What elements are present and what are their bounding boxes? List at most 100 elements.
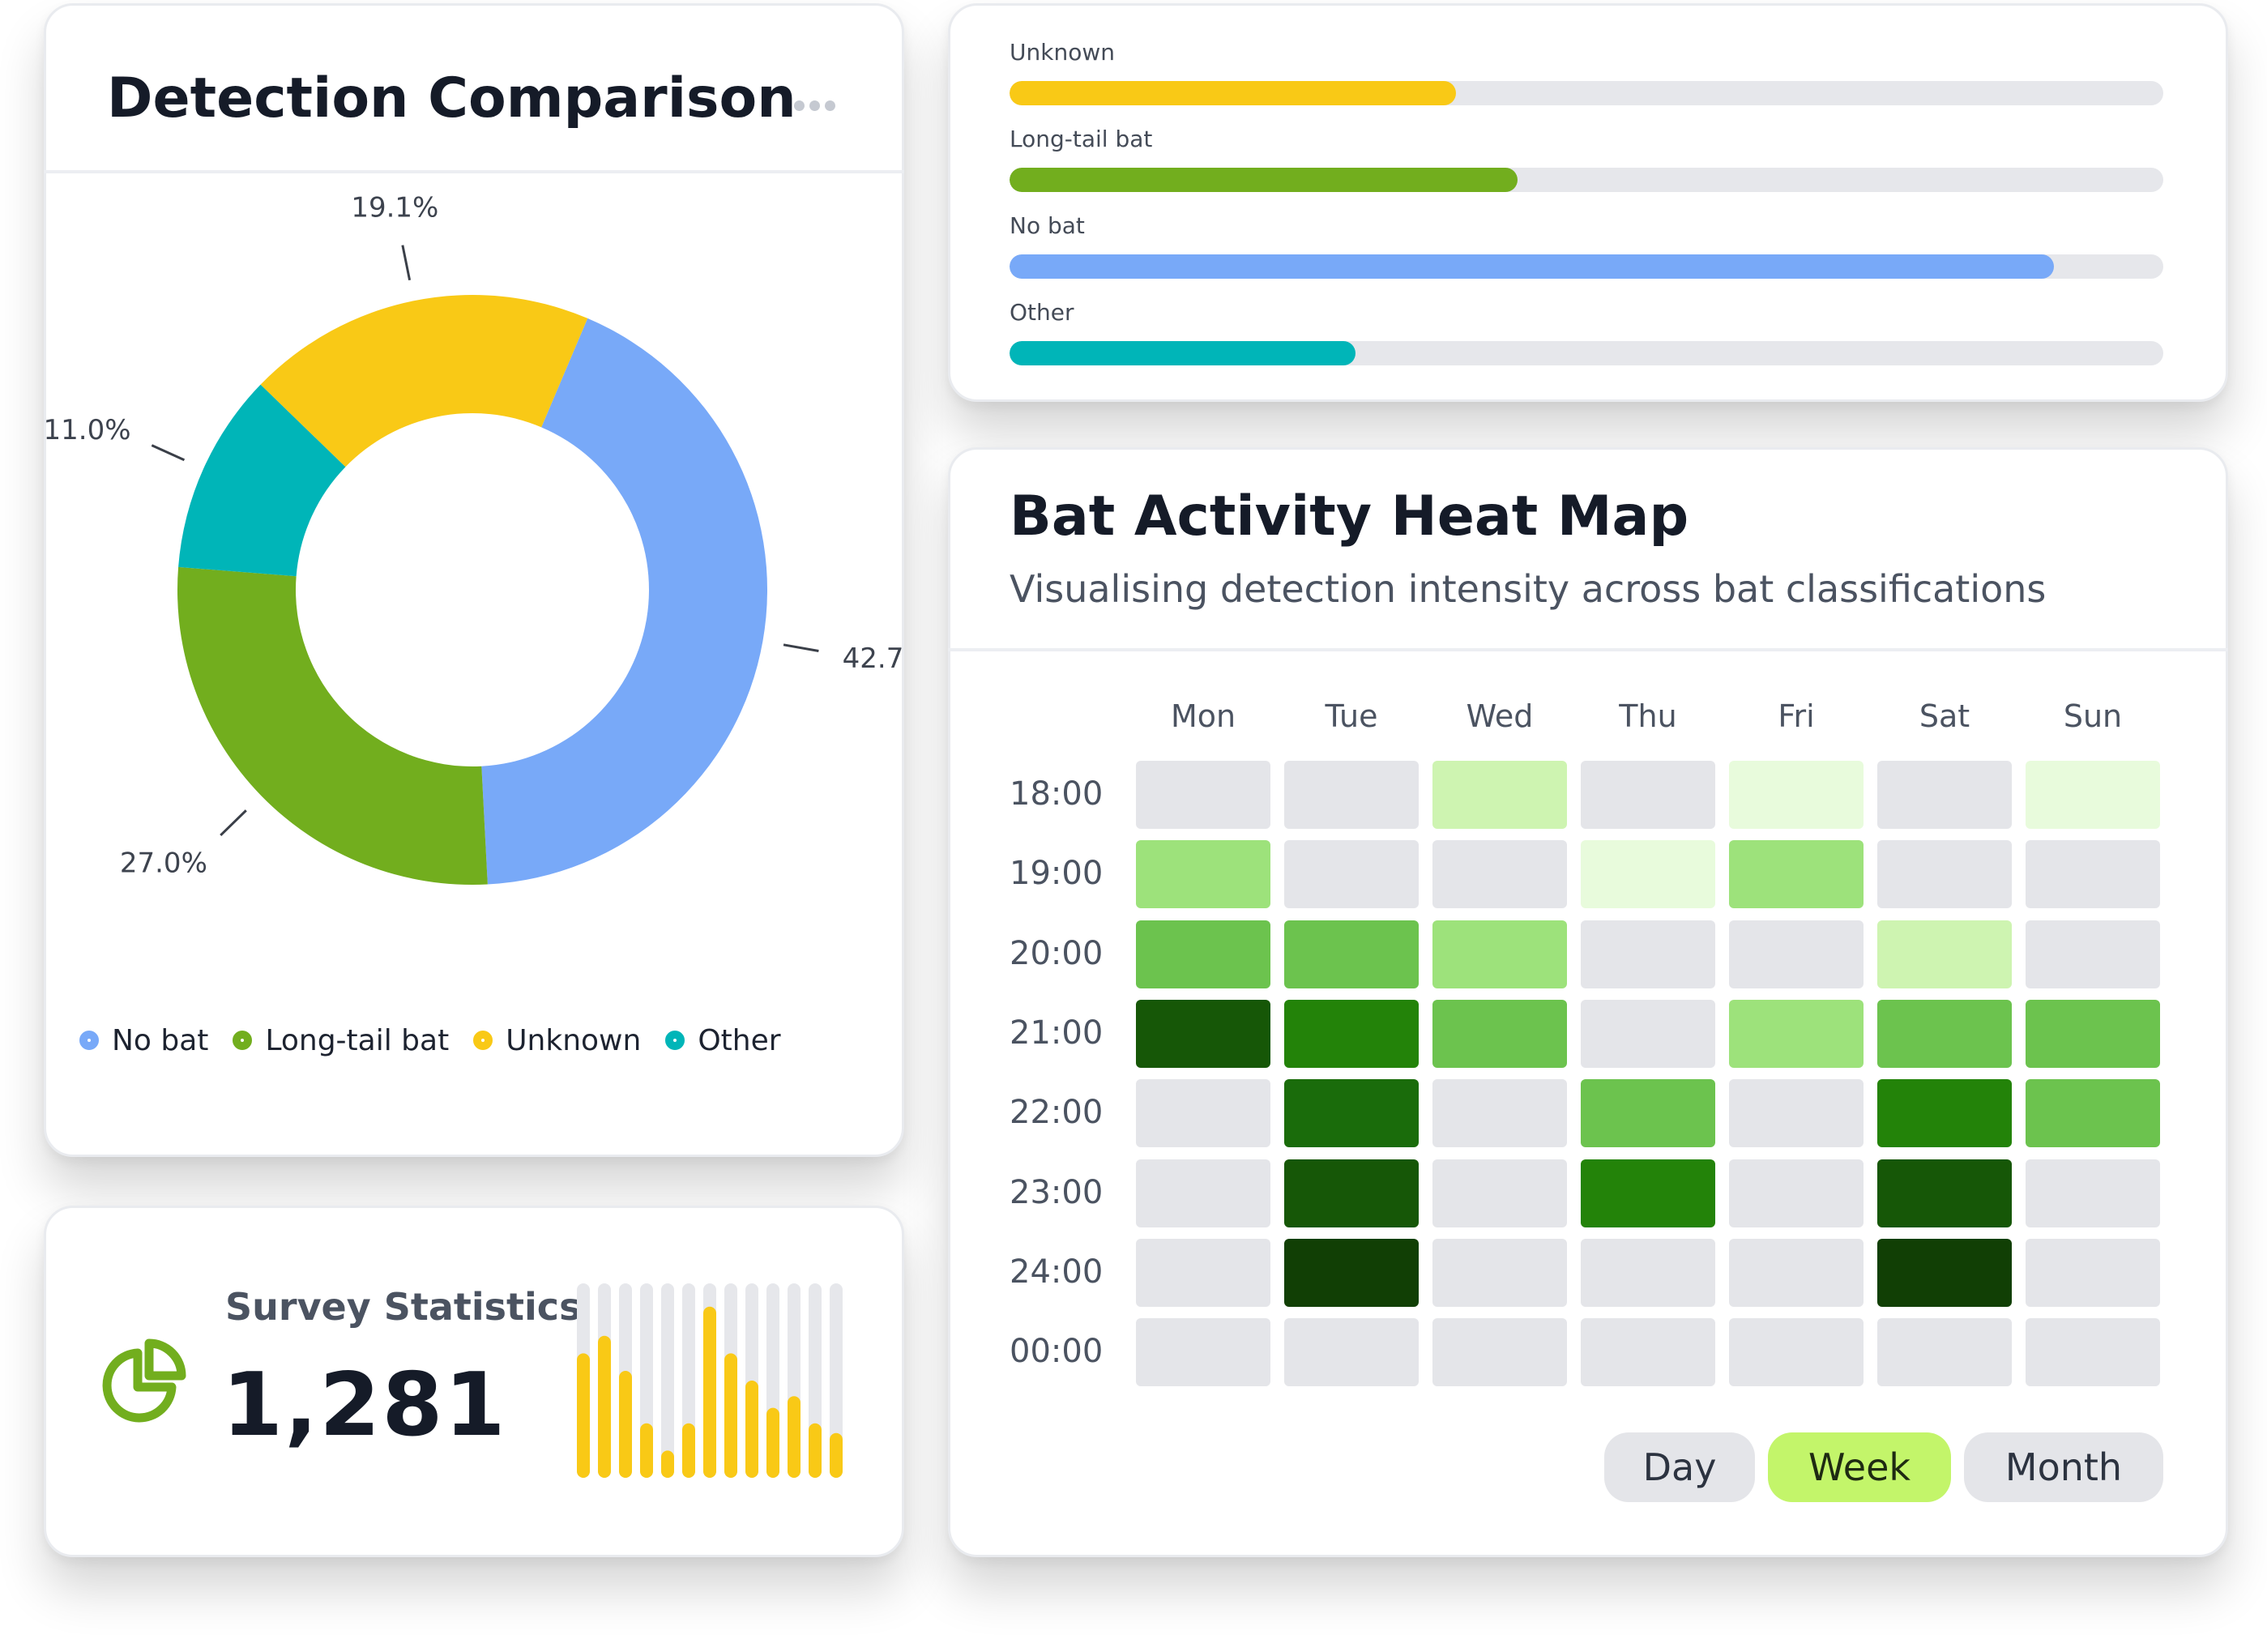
heat-map-cell[interactable]	[1729, 1318, 1864, 1387]
heat-map-cell[interactable]	[1284, 840, 1419, 909]
hour-label: 18:00	[1010, 775, 1104, 813]
donut-leader-line	[783, 643, 819, 652]
donut-slice-long-tail-bat[interactable]	[177, 566, 488, 885]
legend-label: Unknown	[506, 1023, 642, 1057]
heat-map-cell[interactable]	[1729, 1238, 1864, 1307]
sparkline-bar	[766, 1407, 779, 1478]
heat-map-cell[interactable]	[1877, 920, 2012, 988]
heat-map-cell[interactable]	[1432, 1079, 1567, 1148]
legend-item-other[interactable]: Other	[665, 1023, 781, 1057]
heat-map-cell[interactable]	[1877, 761, 2012, 829]
sparkline-bar	[830, 1432, 843, 1478]
heat-map-cell[interactable]	[1877, 1079, 2012, 1148]
legend-label: Other	[698, 1023, 781, 1057]
heat-map-cell[interactable]	[1284, 1159, 1419, 1227]
hour-label: 23:00	[1010, 1173, 1104, 1211]
donut-slice-unknown[interactable]	[260, 295, 588, 467]
heat-map-cell[interactable]	[1284, 761, 1419, 829]
heat-map-cell[interactable]	[1432, 1159, 1567, 1227]
heat-map-cell[interactable]	[1284, 1079, 1419, 1148]
heat-map-cell[interactable]	[1136, 920, 1270, 988]
heat-map-cell[interactable]	[1432, 840, 1567, 909]
legend-marker-icon	[665, 1031, 685, 1050]
bar-track-no-bat	[1010, 254, 2163, 279]
heat-map-cell[interactable]	[1581, 999, 1715, 1068]
heat-map-cell[interactable]	[1729, 999, 1864, 1068]
legend-marker-icon	[473, 1031, 493, 1050]
heat-map-cell[interactable]	[1877, 999, 2012, 1068]
heat-map-cell[interactable]	[1877, 1159, 2012, 1227]
heat-map-cell[interactable]	[1877, 1238, 2012, 1307]
heat-map-cell[interactable]	[2026, 1238, 2160, 1307]
legend-label: No bat	[112, 1023, 209, 1057]
donut-slice-no-bat[interactable]	[481, 318, 767, 885]
heat-map-cell[interactable]	[1136, 1238, 1270, 1307]
heat-map-cell[interactable]	[1581, 840, 1715, 909]
heat-map-cell[interactable]	[2026, 840, 2160, 909]
pie-chart-icon	[102, 1338, 186, 1423]
heat-map-cell[interactable]	[1136, 761, 1270, 829]
bar-track-other	[1010, 341, 2163, 365]
heat-map-cell[interactable]	[1432, 999, 1567, 1068]
sparkline-track	[830, 1283, 843, 1478]
heat-map-cell[interactable]	[1581, 1318, 1715, 1387]
heat-map-cell[interactable]	[1877, 1318, 2012, 1387]
donut-slice-other[interactable]	[178, 384, 346, 577]
range-button-week[interactable]: Week	[1768, 1432, 1951, 1502]
heat-map-cell[interactable]	[1581, 761, 1715, 829]
heat-map-cell[interactable]	[1284, 920, 1419, 988]
heat-map-cell[interactable]	[2026, 920, 2160, 988]
heat-map-cell[interactable]	[1432, 1238, 1567, 1307]
heat-map-cell[interactable]	[1877, 840, 2012, 909]
card-divider	[44, 170, 904, 173]
sparkline-bar	[809, 1423, 822, 1478]
donut-leader-line	[401, 245, 412, 281]
heat-map-cell[interactable]	[1136, 840, 1270, 909]
heat-map-cell[interactable]	[2026, 1079, 2160, 1148]
heat-map-cell[interactable]	[2026, 1318, 2160, 1387]
range-button-day[interactable]: Day	[1604, 1432, 1755, 1502]
heat-map-cell[interactable]	[1729, 1159, 1864, 1227]
heat-map-cell[interactable]	[1284, 999, 1419, 1068]
hour-label: 19:00	[1010, 855, 1104, 893]
legend-label: Long-tail bat	[265, 1023, 450, 1057]
heat-map-cell[interactable]	[1581, 1079, 1715, 1148]
day-label-wed: Wed	[1466, 698, 1534, 734]
heat-map-cell[interactable]	[1136, 999, 1270, 1068]
heat-map-cell[interactable]	[1729, 840, 1864, 909]
heat-map-cell[interactable]	[1729, 920, 1864, 988]
legend-item-long-tail-bat[interactable]: Long-tail bat	[233, 1024, 449, 1057]
heat-map-cell[interactable]	[1136, 1159, 1270, 1227]
heat-map-cell[interactable]	[2026, 1159, 2160, 1227]
donut-data-label: 19.1%	[351, 192, 438, 224]
bar-fill-unknown	[1010, 81, 1457, 105]
heat-map-cell[interactable]	[1581, 1159, 1715, 1227]
more-options-icon[interactable]	[794, 99, 840, 114]
day-label-tue: Tue	[1325, 698, 1378, 734]
heat-map-cell[interactable]	[1284, 1318, 1419, 1387]
day-label-thu: Thu	[1619, 698, 1677, 734]
heat-map-cell[interactable]	[1432, 920, 1567, 988]
heat-map-cell[interactable]	[1729, 1079, 1864, 1148]
detection-comparison-title: Detection Comparison	[107, 66, 796, 130]
range-button-month[interactable]: Month	[1964, 1432, 2163, 1502]
heat-map-cell[interactable]	[1581, 920, 1715, 988]
heat-map-cell[interactable]	[1284, 1238, 1419, 1307]
legend-item-unknown[interactable]: Unknown	[473, 1024, 641, 1057]
day-label-mon: Mon	[1170, 698, 1236, 734]
heat-map-cell[interactable]	[2026, 999, 2160, 1068]
legend-item-no-bat[interactable]: No bat	[79, 1024, 208, 1057]
legend-marker-icon	[233, 1031, 253, 1050]
bar-track-long-tail-bat	[1010, 168, 2163, 192]
survey-statistics-value: 1,281	[222, 1355, 507, 1456]
heat-map-cell[interactable]	[1136, 1318, 1270, 1387]
sparkline-bar	[745, 1381, 758, 1478]
donut-leader-line	[220, 809, 247, 837]
heat-map-cell[interactable]	[1432, 1318, 1567, 1387]
heat-map-cell[interactable]	[1581, 1238, 1715, 1307]
heat-map-cell[interactable]	[2026, 761, 2160, 829]
heat-map-cell[interactable]	[1432, 761, 1567, 829]
heat-map-cell[interactable]	[1136, 1079, 1270, 1148]
sparkline-bar	[703, 1306, 716, 1478]
heat-map-cell[interactable]	[1729, 761, 1864, 829]
